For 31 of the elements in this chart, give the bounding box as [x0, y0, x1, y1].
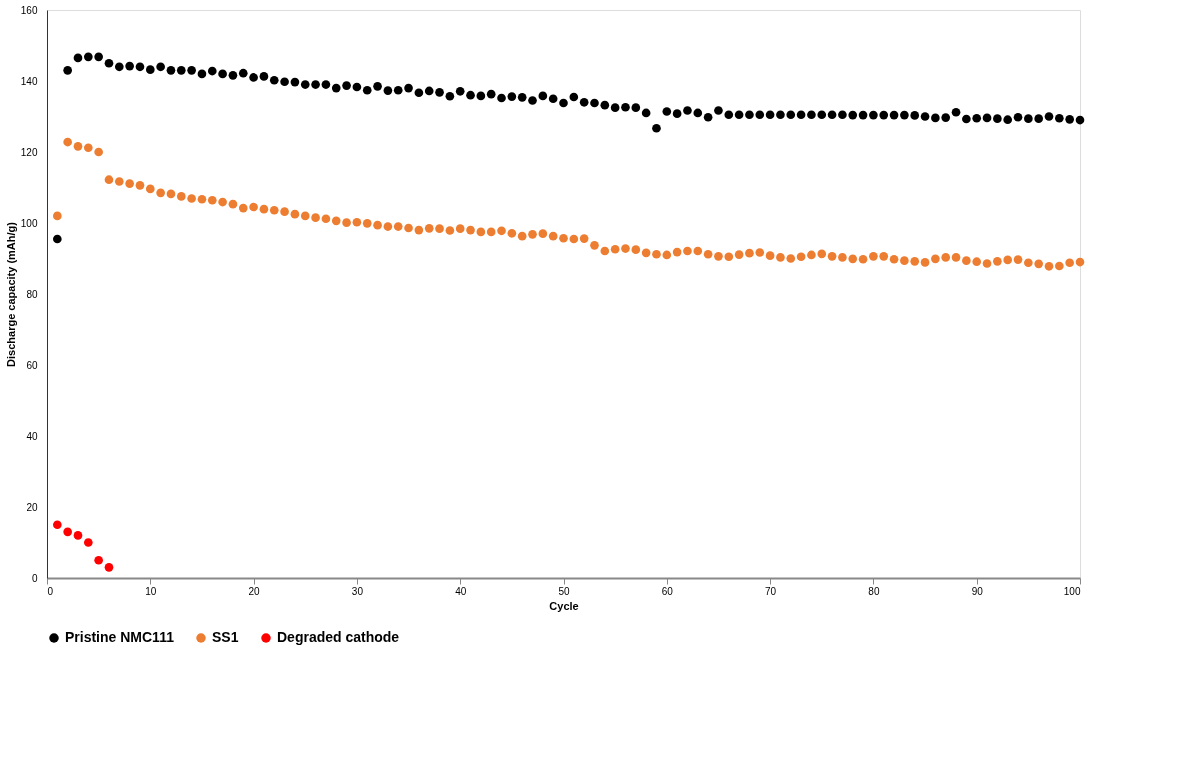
- y-tick-label: 80: [26, 288, 38, 300]
- point: [104, 563, 114, 572]
- y-tick-label: 140: [20, 75, 38, 87]
- y-tick-label: 160: [20, 4, 38, 16]
- legend-label: SS1: [212, 629, 239, 645]
- point: [63, 527, 72, 537]
- y-tick-label: 20: [26, 501, 38, 513]
- y-tick-label: 60: [26, 359, 38, 371]
- legend-label: Pristine NMC111: [65, 629, 175, 645]
- x-tick-label: 50: [558, 585, 570, 597]
- x-tick-label: 90: [971, 585, 984, 597]
- x-tick-label: 80: [868, 585, 880, 597]
- point: [83, 538, 93, 547]
- x-tick-label: 60: [661, 585, 674, 597]
- point: [94, 555, 103, 565]
- point: [53, 520, 62, 530]
- legend-label: Degraded cathode: [277, 629, 400, 645]
- x-tick-label: 20: [248, 585, 261, 597]
- y-tick-label: 0: [31, 572, 38, 584]
- x-tick-label: 10: [145, 585, 157, 597]
- x-tick-label: 40: [455, 585, 467, 597]
- y-tick-label: 120: [20, 146, 38, 158]
- y-tick-label: 100: [20, 217, 38, 229]
- point: [73, 531, 83, 540]
- y-axis-title: Discharge capacity (mAh/g): [4, 221, 17, 367]
- x-tick-label: 30: [351, 585, 364, 597]
- x-axis-title: Cycle: [549, 599, 579, 612]
- x-tick-label: 0: [47, 585, 54, 597]
- x-tick-label: 100: [1063, 585, 1081, 597]
- x-tick-label: 70: [765, 585, 777, 597]
- y-tick-label: 40: [26, 430, 38, 442]
